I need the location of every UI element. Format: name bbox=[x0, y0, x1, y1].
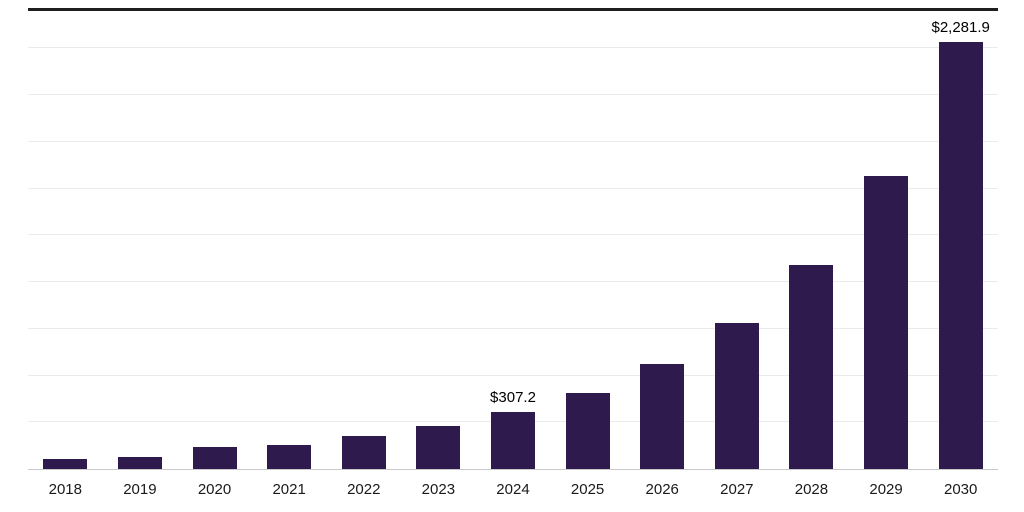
x-tick-2030: 2030 bbox=[943, 481, 978, 498]
bar-2019 bbox=[117, 457, 162, 469]
gridline bbox=[28, 327, 998, 329]
gridline bbox=[28, 234, 998, 236]
x-tick-2027: 2027 bbox=[720, 481, 754, 498]
bar-2020 bbox=[192, 446, 237, 469]
bar-2028 bbox=[789, 264, 834, 469]
bar-2029 bbox=[864, 176, 909, 469]
bar-2030 bbox=[938, 42, 983, 469]
x-tick-2019: 2019 bbox=[123, 481, 157, 498]
bar-2027 bbox=[714, 323, 759, 469]
bar-2023 bbox=[416, 426, 461, 469]
value-label-2024: $307.2 bbox=[490, 388, 536, 406]
gridline bbox=[28, 94, 998, 96]
plot-area: $307.2 $2,281.9 bbox=[28, 8, 998, 470]
x-tick-2028: 2028 bbox=[794, 481, 829, 498]
x-tick-2026: 2026 bbox=[645, 481, 679, 498]
x-tick-2023: 2023 bbox=[421, 481, 456, 498]
bar-2018 bbox=[43, 458, 88, 469]
x-tick-2022: 2022 bbox=[347, 481, 381, 498]
value-label-2030: $2,281.9 bbox=[931, 19, 990, 37]
gridline bbox=[28, 374, 998, 376]
x-tick-2021: 2021 bbox=[272, 481, 306, 498]
x-axis: 2018 2019 2020 2021 2022 2023 2024 2025 2026 2027… bbox=[28, 470, 998, 512]
gridline bbox=[28, 187, 998, 189]
bar-2025 bbox=[565, 392, 610, 469]
bar-2021 bbox=[267, 445, 312, 469]
bar-2024 bbox=[490, 411, 535, 469]
gridline bbox=[28, 140, 998, 142]
bar-2026 bbox=[640, 363, 685, 469]
x-tick-2024: 2024 bbox=[496, 481, 530, 498]
x-tick-2029: 2029 bbox=[869, 481, 903, 498]
gridline bbox=[28, 281, 998, 283]
x-tick-2025: 2025 bbox=[570, 481, 605, 498]
x-tick-2018: 2018 bbox=[48, 481, 82, 498]
x-tick-2020: 2020 bbox=[197, 481, 232, 498]
gridline bbox=[28, 47, 998, 49]
bar-2022 bbox=[341, 436, 386, 469]
